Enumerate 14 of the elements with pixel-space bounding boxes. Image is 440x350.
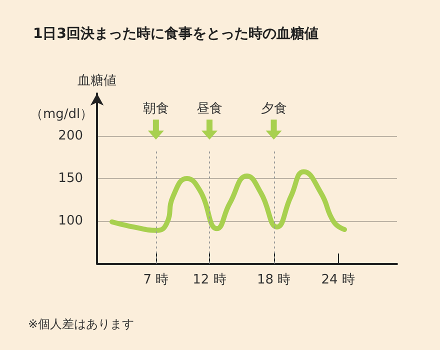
ref-line-label: 昼食 <box>196 102 222 117</box>
chart-title: 1日3回決まった時に食事をとった時の血糖値 <box>33 25 318 42</box>
y-axis-title: 血糖値 <box>78 74 116 88</box>
y-tick-label: 100 <box>58 214 83 228</box>
y-tick-label: 200 <box>58 128 83 144</box>
x-tick-label: 24 時 <box>321 272 355 288</box>
ref-line-label: 夕食 <box>260 102 287 117</box>
ref-line-label: 朝食 <box>142 102 169 117</box>
text: ※個人差はあります <box>28 317 134 331</box>
x-tick-label: 18 時 <box>256 272 291 288</box>
x-tick-label: 7 時 <box>143 272 169 288</box>
y-tick-label: 150 <box>58 171 83 186</box>
text: （mg/dl） <box>30 107 94 122</box>
x-tick-label: 12 時 <box>192 272 226 288</box>
